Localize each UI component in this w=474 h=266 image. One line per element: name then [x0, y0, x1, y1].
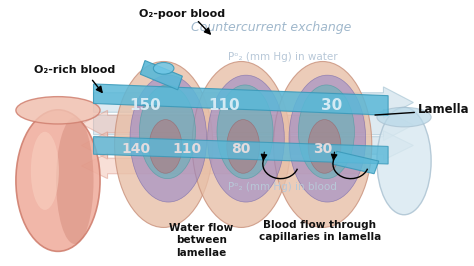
Polygon shape [332, 151, 379, 174]
Polygon shape [140, 61, 182, 90]
Ellipse shape [208, 75, 284, 202]
Ellipse shape [289, 75, 365, 202]
Polygon shape [93, 137, 388, 164]
Text: O₂-poor blood: O₂-poor blood [139, 9, 226, 19]
Ellipse shape [217, 85, 273, 179]
Ellipse shape [154, 63, 174, 74]
Ellipse shape [149, 120, 182, 173]
Ellipse shape [377, 107, 431, 215]
Text: Blood flow through
capillaries in lamella: Blood flow through capillaries in lamell… [259, 220, 381, 242]
Ellipse shape [16, 97, 100, 124]
Ellipse shape [308, 120, 341, 173]
Text: 110: 110 [209, 98, 240, 113]
FancyArrow shape [82, 153, 365, 179]
FancyArrow shape [82, 132, 365, 159]
Text: 140: 140 [121, 142, 150, 156]
FancyArrow shape [93, 109, 413, 140]
Ellipse shape [115, 61, 213, 227]
Ellipse shape [31, 132, 59, 210]
Text: 80: 80 [232, 142, 251, 156]
Ellipse shape [139, 85, 195, 179]
Text: 30: 30 [321, 98, 343, 113]
Text: Countercurrent exchange: Countercurrent exchange [191, 21, 351, 34]
Ellipse shape [130, 75, 207, 202]
FancyArrow shape [82, 110, 365, 138]
Text: Lamella: Lamella [418, 103, 470, 116]
FancyArrow shape [93, 87, 413, 118]
Text: 110: 110 [173, 142, 201, 156]
Ellipse shape [273, 61, 372, 227]
Ellipse shape [16, 110, 100, 251]
Ellipse shape [298, 85, 355, 179]
Ellipse shape [227, 120, 260, 173]
Polygon shape [93, 84, 388, 115]
Ellipse shape [377, 107, 431, 127]
Text: Pᵒ₂ (mm Hg) in water: Pᵒ₂ (mm Hg) in water [228, 52, 337, 62]
Ellipse shape [56, 117, 93, 244]
FancyArrow shape [93, 131, 413, 160]
Text: Pᵒ₂ (mm Hg) in blood: Pᵒ₂ (mm Hg) in blood [228, 182, 337, 192]
Text: O₂-rich blood: O₂-rich blood [34, 65, 116, 75]
Ellipse shape [192, 61, 291, 227]
Text: 30: 30 [313, 142, 332, 156]
Text: Water flow
between
lamellae: Water flow between lamellae [169, 223, 233, 258]
Text: 150: 150 [129, 98, 161, 113]
